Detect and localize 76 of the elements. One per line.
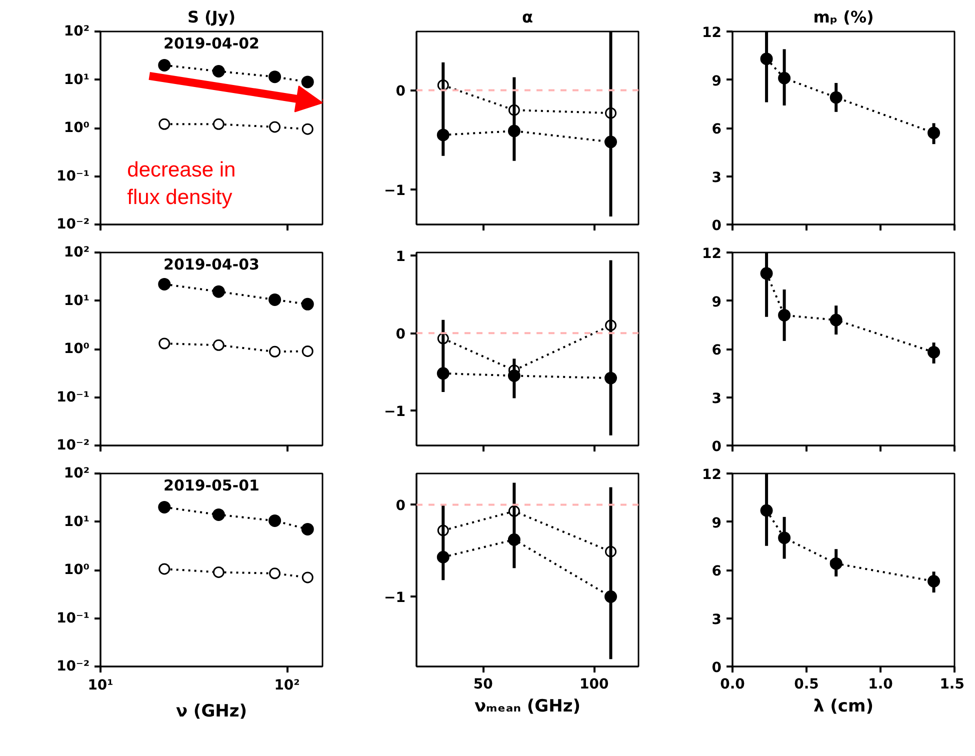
- y-tick-label: 10⁻²: [56, 216, 90, 232]
- y-tick-label: 10¹: [64, 292, 90, 309]
- point: [760, 267, 773, 280]
- x-tick-label: 0.0: [720, 676, 746, 692]
- y-tick-label: 9: [712, 515, 722, 532]
- point: [778, 532, 791, 544]
- x-tick-label: 1.5: [940, 676, 965, 692]
- x-tick-label: 50: [473, 676, 494, 692]
- point: [508, 124, 520, 138]
- x-tick-label: 100: [579, 676, 609, 692]
- annotation: 2019-04-02: [164, 34, 260, 52]
- y-tick-label: 6: [712, 564, 722, 580]
- point: [928, 346, 940, 358]
- x-tick-label: 0.5: [794, 676, 819, 692]
- y-tick-label: 3: [712, 170, 722, 186]
- y-tick-label: 3: [712, 612, 722, 628]
- y-tick-label: 0: [712, 439, 722, 455]
- y-tick-label: 9: [712, 294, 722, 310]
- point: [604, 372, 617, 384]
- y-tick-label: 10¹: [64, 514, 90, 530]
- annotation: 2019-04-03: [164, 255, 260, 274]
- point: [760, 504, 773, 517]
- y-tick-label: 10⁰: [64, 562, 90, 578]
- x-tick-label: 10²: [274, 678, 300, 694]
- y-tick-label: 0: [396, 498, 406, 514]
- y-tick-label: 10²: [64, 24, 90, 40]
- y-tick-label: 10⁻¹: [56, 389, 90, 406]
- point: [778, 308, 791, 322]
- point: [830, 314, 842, 326]
- point: [830, 557, 842, 570]
- point: [604, 590, 617, 603]
- y-tick-label: 0: [712, 660, 722, 676]
- y-tick-label: −1: [384, 183, 406, 200]
- point: [436, 128, 450, 142]
- y-tick-label: 10⁻²: [56, 658, 90, 674]
- y-tick-label: 10⁻¹: [56, 168, 90, 184]
- point: [778, 72, 791, 84]
- y-tick-label: 3: [712, 390, 722, 407]
- y-tick-label: 12: [702, 246, 722, 262]
- x-axis-title: νₘₑₐₙ (GHz): [474, 696, 581, 716]
- point: [436, 550, 450, 564]
- y-tick-label: 10¹: [64, 72, 90, 88]
- y-tick-label: 10²: [64, 466, 90, 482]
- y-tick-label: −1: [384, 404, 406, 420]
- y-tick-label: 6: [712, 122, 722, 138]
- point: [928, 575, 940, 588]
- point: [604, 136, 617, 148]
- annotation: decrease in flux density: [127, 158, 236, 210]
- chart-title: S (Jy): [187, 8, 236, 26]
- y-tick-label: 0: [396, 326, 406, 343]
- x-axis-title: λ (cm): [813, 696, 874, 716]
- y-tick-label: 9: [712, 73, 722, 90]
- y-tick-label: 10⁰: [64, 120, 90, 136]
- point: [760, 52, 773, 66]
- chart-title: mₚ (%): [813, 8, 874, 26]
- point: [436, 367, 450, 380]
- y-tick-label: 0: [712, 218, 722, 234]
- x-axis-title: ν (GHz): [176, 702, 248, 722]
- point: [928, 126, 940, 140]
- y-tick-label: 10⁰: [64, 341, 90, 357]
- y-tick-label: 10⁻¹: [56, 610, 90, 626]
- point: [508, 370, 520, 382]
- point: [830, 91, 842, 104]
- point: [508, 533, 520, 546]
- y-tick-label: 12: [702, 25, 722, 41]
- y-tick-label: 0: [396, 84, 406, 100]
- y-tick-label: 12: [702, 467, 722, 483]
- y-tick-label: 6: [712, 342, 722, 358]
- y-tick-label: 10⁻²: [56, 438, 90, 454]
- x-tick-label: 10¹: [88, 678, 114, 694]
- x-tick-label: 1.0: [868, 676, 894, 692]
- y-tick-label: 10²: [64, 244, 90, 260]
- chart-title: α: [522, 8, 534, 26]
- annotation: 2019-05-01: [164, 476, 260, 494]
- y-tick-label: −1: [384, 590, 406, 606]
- y-tick-label: 1: [396, 249, 406, 266]
